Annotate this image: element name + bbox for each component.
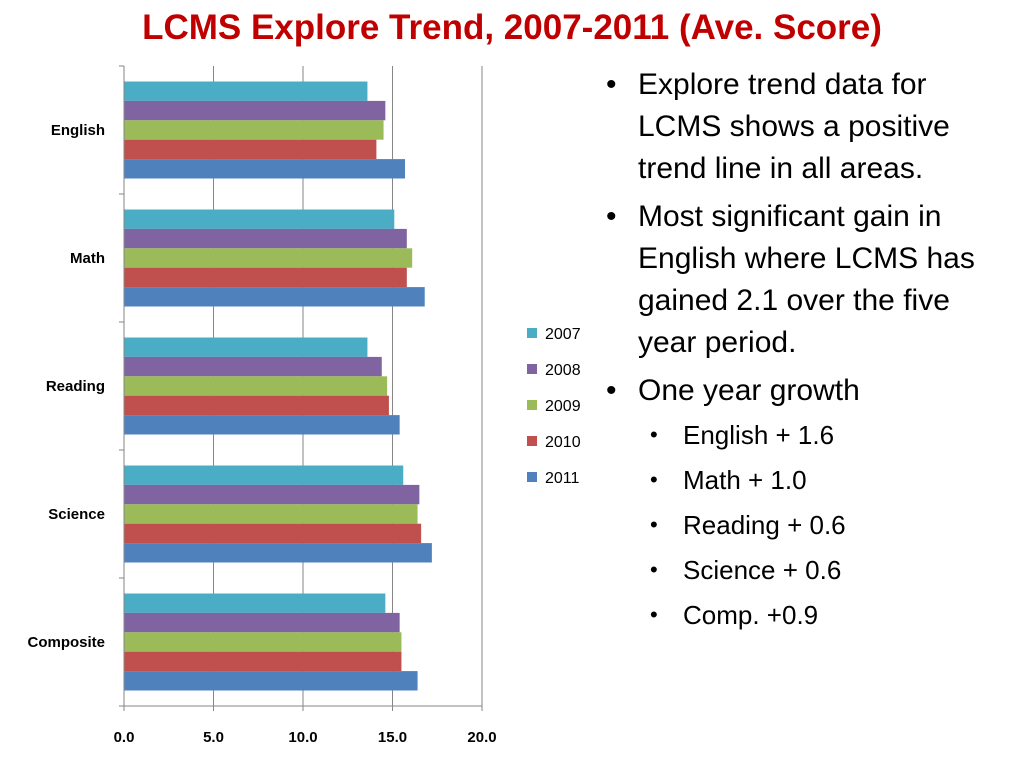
slide-title: LCMS Explore Trend, 2007-2011 (Ave. Scor… [142,8,882,47]
x-tick-label: 20.0 [467,729,496,746]
bullet-list: Explore trend data for LCMS shows a posi… [600,64,1000,643]
bar-english-2010 [124,139,377,160]
bar-science-2009 [124,504,418,524]
bar-composite-2008 [124,612,400,633]
legend-swatch [527,400,537,410]
bullet-item: Most significant gain in English where L… [600,196,1000,364]
legend-swatch [527,328,537,338]
bar-english-2009 [124,120,384,140]
axes [119,65,483,711]
sub-bullet-item: Comp. +0.9 [600,598,1000,632]
category-label: Reading [46,378,105,395]
bars [124,81,432,691]
legend-swatch [527,364,537,374]
category-label: Composite [27,634,105,651]
bar-math-2011 [124,287,425,307]
bar-composite-2010 [124,651,402,672]
bullet-item: Explore trend data for LCMS shows a posi… [600,64,1000,190]
category-label: Math [70,250,105,267]
category-label: English [51,122,105,139]
bar-science-2010 [124,523,422,544]
sub-bullet-item: English + 1.6 [600,418,1000,452]
bar-math-2010 [124,267,407,288]
tick-labels: 0.0 5.0 10.0 15.0 20.0 [114,729,497,746]
bullet-item: One year growth [600,370,1000,412]
legend-label: 2008 [545,362,581,379]
category-labels: English Math Reading Science Composite [27,122,105,651]
legend-label: 2011 [545,470,580,487]
legend: 2007 2008 2009 2010 2011 [527,326,581,487]
bar-composite-2011 [124,671,418,691]
bar-reading-2008 [124,356,382,377]
bar-reading-2011 [124,415,400,435]
category-label: Science [48,506,105,523]
x-tick-label: 10.0 [288,729,317,746]
sub-bullet-item: Science + 0.6 [600,553,1000,587]
bar-composite-2007 [124,593,386,613]
legend-swatch [527,436,537,446]
bar-composite-2009 [124,632,402,652]
bar-english-2008 [124,100,386,121]
legend-label: 2007 [545,326,581,343]
bar-reading-2007 [124,337,368,357]
bar-reading-2009 [124,376,388,396]
bar-math-2007 [124,209,395,229]
legend-label: 2009 [545,398,581,415]
x-tick-label: 0.0 [114,729,135,746]
x-tick-label: 5.0 [203,729,224,746]
bar-math-2008 [124,228,407,249]
legend-label: 2010 [545,434,581,451]
bar-english-2007 [124,81,368,101]
bar-chart: English Math Reading Science Composite 0.0 5.… [27,65,581,746]
bar-english-2011 [124,159,406,179]
x-tick-label: 15.0 [378,729,407,746]
legend-swatch [527,472,537,482]
sub-bullet-item: Math + 1.0 [600,463,1000,497]
bar-science-2008 [124,484,420,505]
bar-reading-2010 [124,395,389,416]
bar-science-2011 [124,543,432,563]
bar-science-2007 [124,465,404,485]
sub-bullet-item: Reading + 0.6 [600,508,1000,542]
bar-math-2009 [124,248,413,268]
